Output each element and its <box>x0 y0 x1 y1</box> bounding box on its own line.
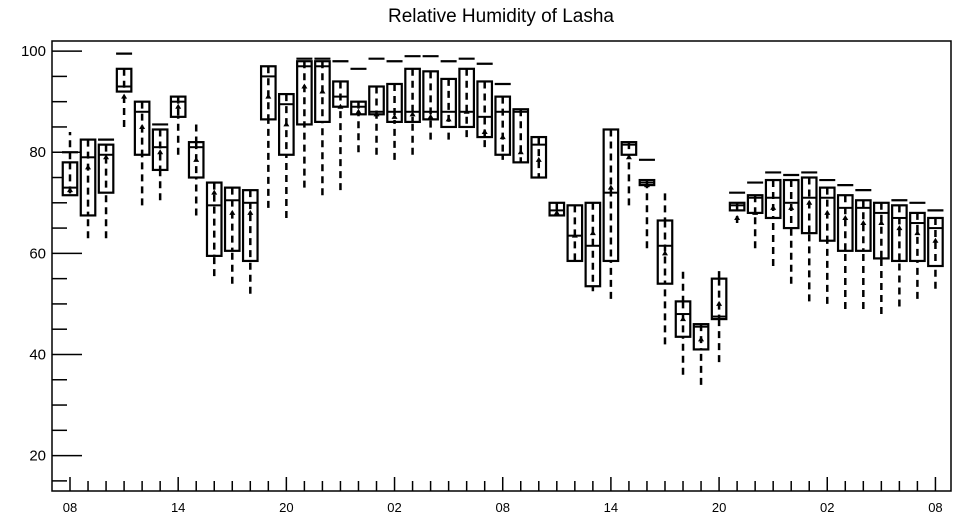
box-mean-marker <box>301 83 308 89</box>
box-mean-marker <box>625 154 632 160</box>
box-mean-marker <box>283 121 290 127</box>
box-mean-marker <box>139 123 146 129</box>
x-tick-label: 08 <box>63 500 77 515</box>
x-tick-label: 08 <box>495 500 509 515</box>
box-mean-marker <box>175 103 182 109</box>
x-tick-label: 14 <box>171 500 185 515</box>
box-mean-marker <box>752 209 759 215</box>
y-tick-label: 80 <box>29 144 46 161</box>
box-mean-marker <box>535 156 542 162</box>
y-tick-label: 20 <box>29 448 46 465</box>
box-mean-marker <box>824 209 831 215</box>
box-mean-marker <box>355 108 362 114</box>
box-mean-marker <box>860 220 867 226</box>
x-tick-label: 08 <box>928 500 942 515</box>
box-mean-marker <box>607 184 614 190</box>
box-mean-marker <box>157 149 164 155</box>
box-mean-marker <box>932 237 939 243</box>
box-mean-marker <box>571 232 578 238</box>
x-tick-label: 14 <box>604 500 618 515</box>
box-mean-marker <box>896 225 903 231</box>
box-mean-marker <box>319 88 326 94</box>
y-tick-label: 100 <box>21 43 46 60</box>
box-mean-marker <box>643 182 650 188</box>
box-mean-marker <box>85 164 92 170</box>
plot-area: 20 40 60 80 100 08 14 20 02 08 14 20 02 08 <box>21 40 952 515</box>
box-mean-marker <box>770 204 777 210</box>
x-tick-label: 20 <box>279 500 293 515</box>
box-mean-marker <box>121 93 128 99</box>
box-mean-marker <box>247 209 254 215</box>
box-mean-marker <box>229 209 236 215</box>
box-mean-marker <box>67 187 73 193</box>
box-mean-marker <box>337 103 344 109</box>
box-mean-marker <box>698 336 705 342</box>
box-mean-marker <box>842 214 849 220</box>
box-mean-marker <box>517 149 524 155</box>
box-mean-marker <box>103 154 110 160</box>
box-mean-marker <box>427 113 434 119</box>
box-mean-marker <box>878 220 885 226</box>
chart-title: Relative Humidity of Lasha <box>388 6 614 27</box>
box-mean-marker <box>553 209 560 215</box>
box-mean-marker <box>499 134 506 140</box>
box-mean-marker <box>680 316 687 322</box>
x-tick-label: 02 <box>387 500 401 515</box>
box-mean-marker <box>211 189 218 195</box>
box-mean-marker <box>806 199 813 205</box>
box-mean-marker <box>445 116 452 122</box>
box-mean-marker <box>788 204 795 210</box>
box-mean-marker <box>481 129 488 135</box>
box-mean-marker <box>589 230 596 236</box>
x-tick-label: 02 <box>820 500 834 515</box>
box-mean-marker <box>734 214 741 220</box>
box-mean-marker <box>463 108 470 114</box>
box-mean-marker <box>914 230 921 236</box>
box-mean-marker <box>373 111 380 117</box>
y-tick-label: 40 <box>29 346 46 363</box>
box-mean-marker <box>716 300 723 306</box>
plot-frame <box>51 40 952 492</box>
y-tick-label: 60 <box>29 245 46 262</box>
box-mean-marker <box>265 93 272 99</box>
x-tick-label: 20 <box>712 500 726 515</box>
box-mean-marker <box>391 113 398 119</box>
box-mean-marker <box>193 156 200 162</box>
box-mean-marker <box>409 111 416 117</box>
box-mean-marker <box>661 250 668 256</box>
